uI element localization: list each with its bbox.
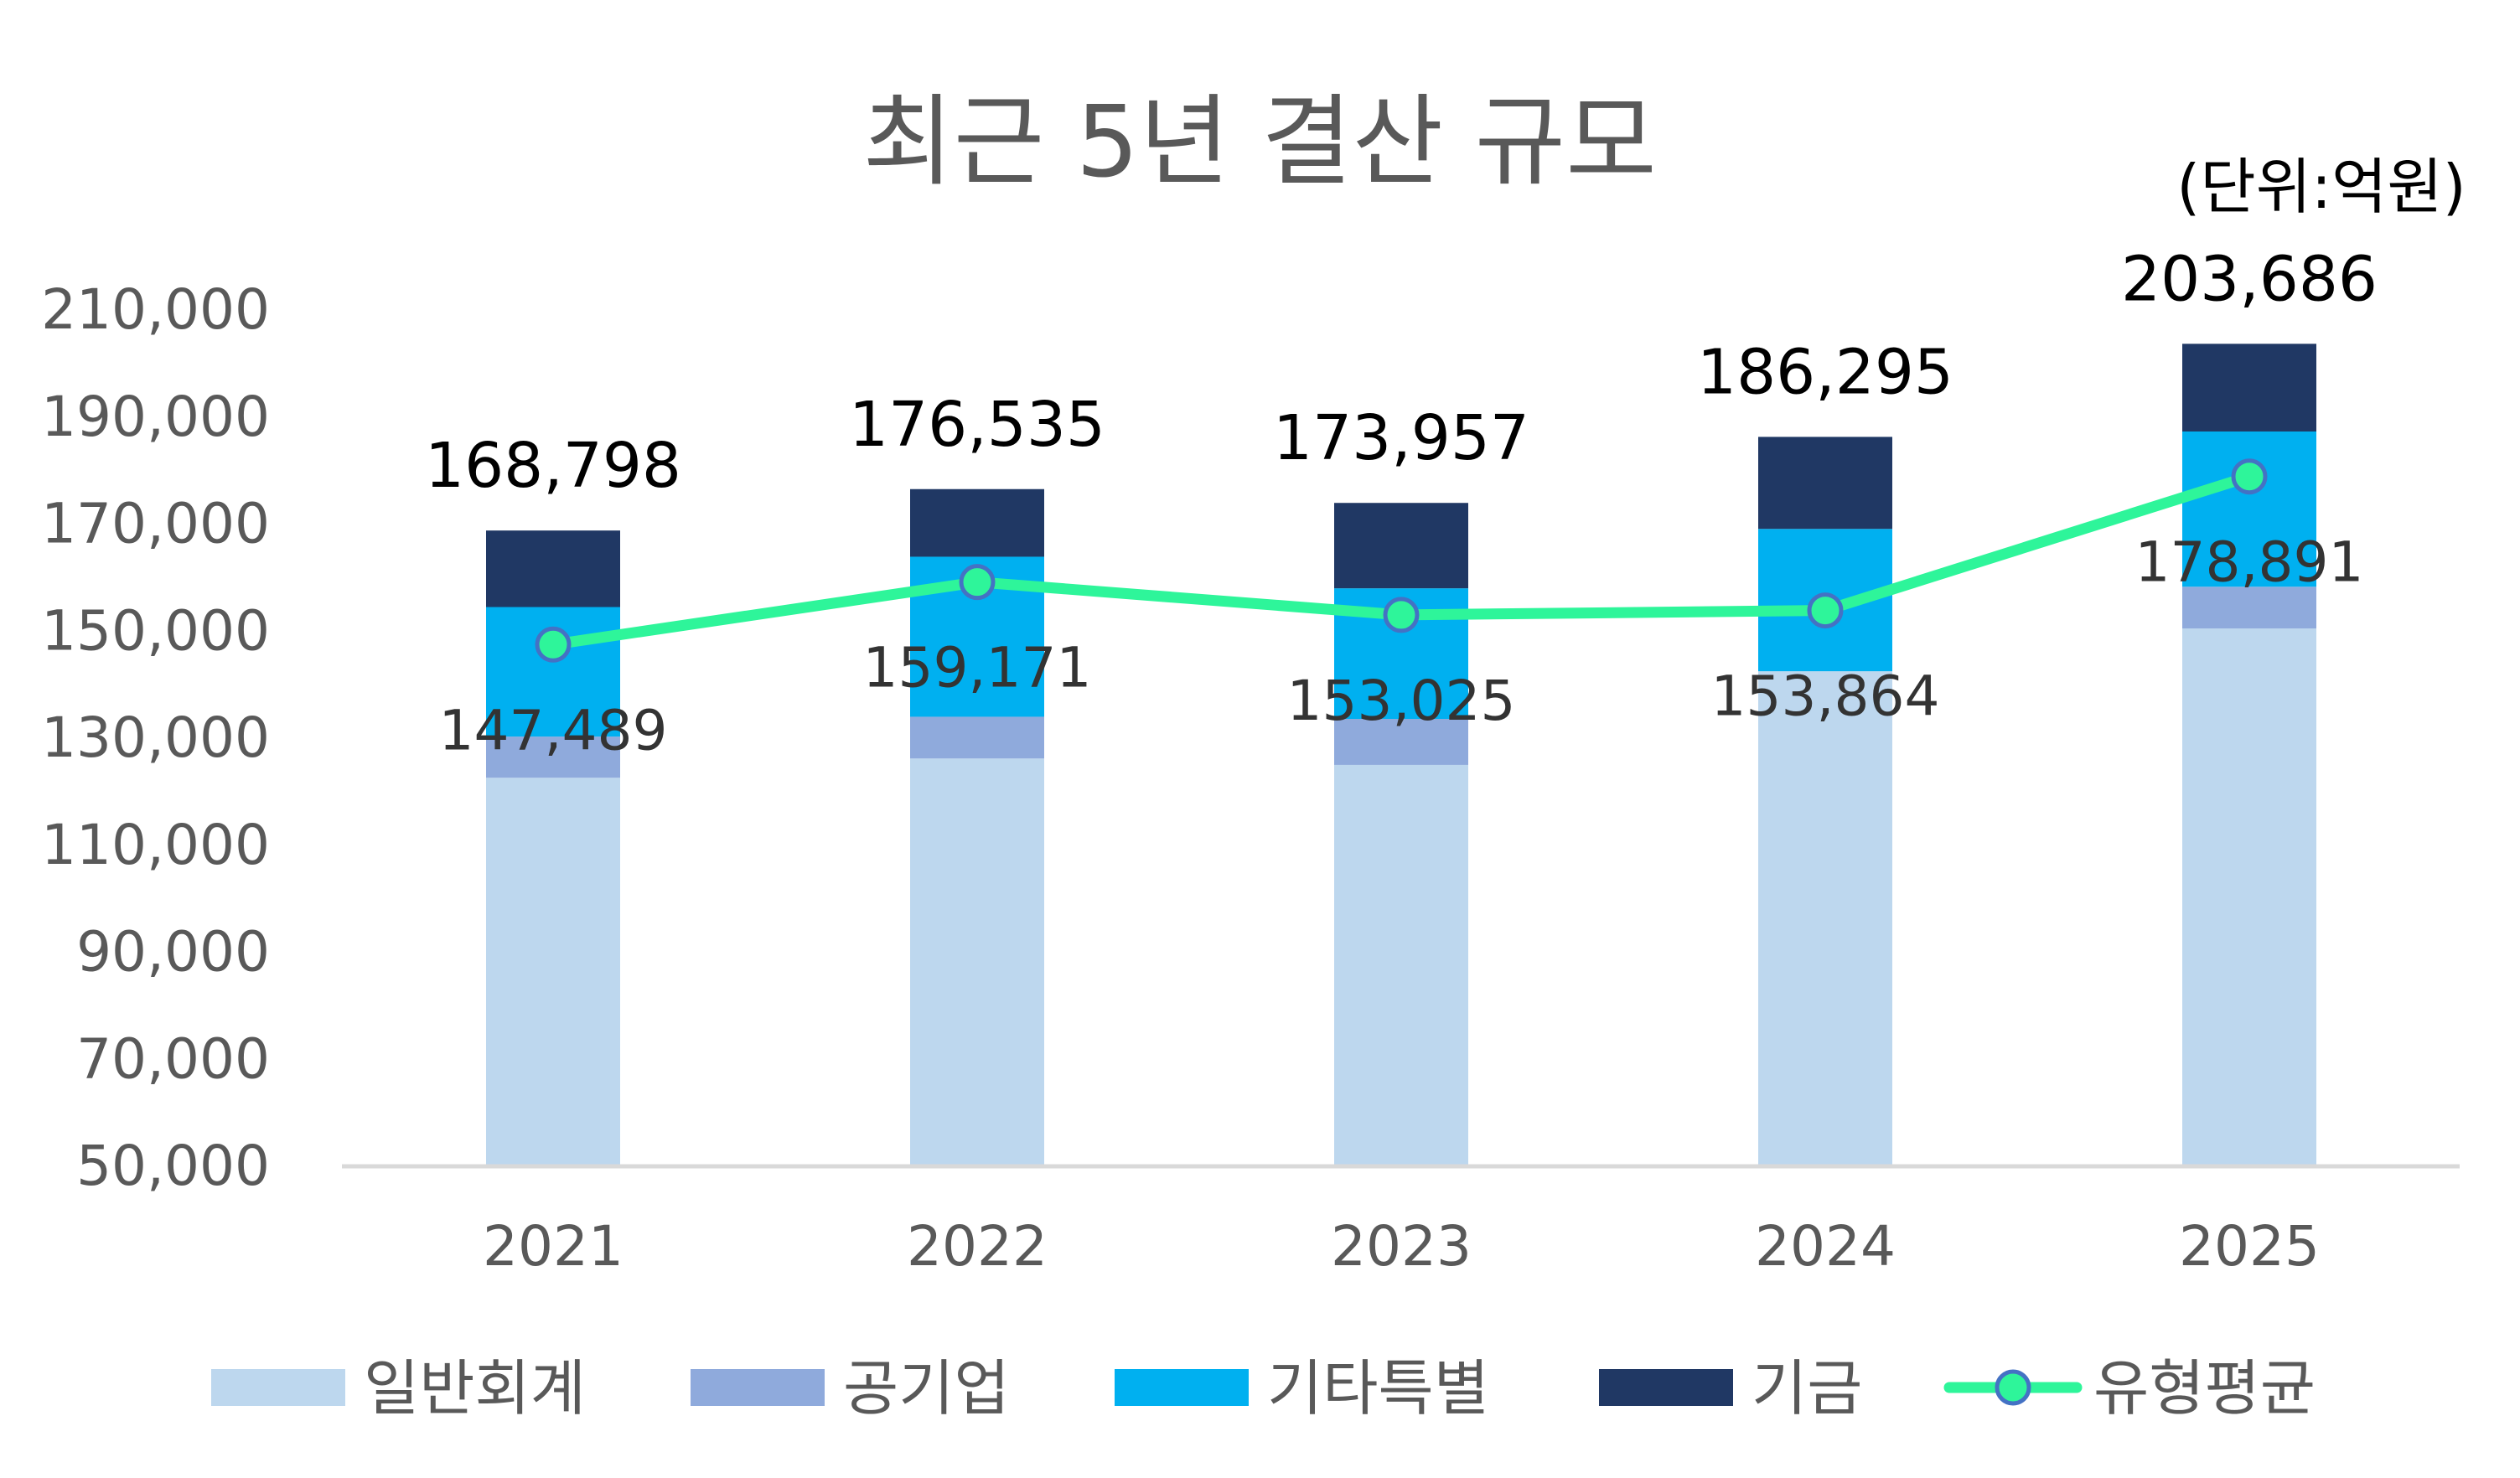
- y-tick-label: 210,000: [41, 277, 270, 342]
- bar-segment: [2182, 344, 2316, 432]
- bar-segment: [1758, 437, 1892, 530]
- legend-swatch: [691, 1369, 825, 1406]
- y-tick-label: 70,000: [76, 1026, 270, 1091]
- total-label: 168,798: [425, 430, 681, 502]
- y-tick-label: 130,000: [41, 705, 270, 770]
- average-point: [535, 626, 572, 663]
- bar-segment: [910, 716, 1044, 759]
- legend-label: 기타특별: [1267, 1353, 1489, 1424]
- total-labels: 168,798 176,535 173,957 186,295 203,686: [425, 243, 2378, 502]
- y-tick-label: 170,000: [41, 492, 270, 556]
- bar-segment: [1334, 503, 1468, 589]
- total-label: 176,535: [849, 389, 1105, 461]
- average-point: [1383, 597, 1420, 633]
- average-point: [1807, 592, 1844, 629]
- x-tick-label: 2021: [483, 1214, 624, 1279]
- average-label: 153,025: [1287, 669, 1516, 733]
- y-tick-label: 50,000: [76, 1134, 270, 1198]
- legend-swatch: [211, 1369, 345, 1406]
- bar-segment: [2182, 587, 2316, 629]
- legend-label: 유형평균: [2093, 1353, 2316, 1424]
- legend-swatch: [1115, 1369, 1249, 1406]
- y-tick-label: 190,000: [41, 385, 270, 449]
- bar-segment: [1334, 764, 1468, 1166]
- average-label: 159,171: [863, 636, 1092, 700]
- x-axis: 2021 2022 2023 2024 2025: [483, 1214, 2320, 1279]
- y-tick-label: 110,000: [41, 813, 270, 877]
- y-tick-label: 90,000: [76, 920, 270, 984]
- bar-segment: [486, 530, 620, 607]
- bar-segment: [910, 758, 1044, 1166]
- legend-line-marker: [1995, 1369, 2031, 1406]
- bar-segment: [2182, 431, 2316, 587]
- legend-swatch: [1599, 1369, 1733, 1406]
- legend: 일반회계 공기업 기타특별 기금 유형평균: [211, 1353, 2316, 1424]
- average-label: 178,891: [2135, 530, 2364, 595]
- x-tick-label: 2023: [1331, 1214, 1472, 1279]
- bar-segment: [910, 488, 1044, 557]
- total-label: 173,957: [1273, 402, 1529, 474]
- total-label: 203,686: [2121, 243, 2378, 315]
- bars: [486, 344, 2316, 1166]
- bar-segment: [486, 736, 620, 778]
- average-point: [959, 564, 996, 601]
- chart-title: 최근 5년 결산 규모: [862, 84, 1657, 199]
- x-tick-label: 2025: [2179, 1214, 2320, 1279]
- average-label: 147,489: [439, 698, 668, 762]
- unit-label: (단위:억원): [2176, 152, 2466, 222]
- x-tick-label: 2022: [907, 1214, 1048, 1279]
- y-tick-label: 150,000: [41, 598, 270, 663]
- legend-label: 기금: [1752, 1353, 1862, 1424]
- y-axis: 50,000 70,000 90,000 110,000 130,000 150,000 1…: [41, 277, 270, 1198]
- x-tick-label: 2024: [1755, 1214, 1896, 1279]
- average-point: [2231, 458, 2268, 495]
- legend-label: 일반회계: [364, 1353, 586, 1424]
- average-line: 147,489 159,171 153,025 153,864 178,891: [439, 458, 2364, 762]
- average-label: 153,864: [1711, 664, 1940, 729]
- bar-segment: [1334, 719, 1468, 765]
- bar-segment: [486, 778, 620, 1166]
- legend-label: 공기업: [843, 1353, 1010, 1424]
- bar-segment: [2182, 628, 2316, 1166]
- total-label: 186,295: [1697, 336, 1953, 408]
- bar-segment: [1758, 671, 1892, 1166]
